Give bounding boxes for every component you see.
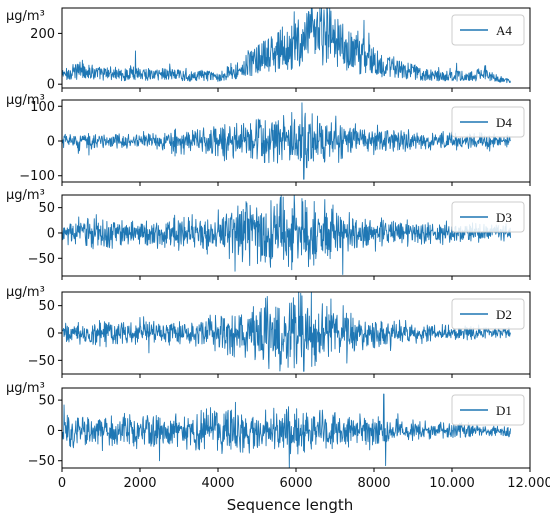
legend-label: A4 <box>496 23 512 38</box>
y-tick-label: 0 <box>47 424 55 439</box>
x-tick-label: 0 <box>58 476 66 491</box>
legend-label: D1 <box>496 403 512 418</box>
panel-2: 100 0 −100 μg/m³ D4 <box>6 93 531 186</box>
panel-5: 500−500 2000 4000 6000 8000 10.000 12.000μg/m³… <box>6 381 550 514</box>
x-tick-label: 10.000 <box>429 476 475 491</box>
y-tick-label: 0 <box>47 327 55 342</box>
panel-3: 50 0 −50 μg/m³ D3 <box>6 188 531 280</box>
legend-label: D4 <box>496 115 512 130</box>
y-unit-label: μg/m³ <box>6 9 45 24</box>
y-tick-label: −100 <box>19 169 55 184</box>
legend: D4 <box>451 106 525 138</box>
y-unit-label: μg/m³ <box>6 188 45 203</box>
y-tick-label: 0 <box>47 226 55 241</box>
x-axis-label: Sequence length <box>227 496 354 514</box>
legend: D1 <box>451 394 525 426</box>
panel-4: 50 0 −50 μg/m³ D2 <box>6 285 531 378</box>
y-tick-label: 200 <box>30 27 55 42</box>
x-tick-label: 2000 <box>123 476 156 491</box>
legend: D3 <box>451 201 525 233</box>
y-tick-label: −50 <box>28 252 55 267</box>
series-line-D2 <box>61 292 511 372</box>
series-line-D4 <box>61 102 511 180</box>
panel-1: 0 200 μg/m³ A4 <box>6 7 531 93</box>
y-unit-label: μg/m³ <box>6 381 45 396</box>
y-tick-label: 0 <box>47 135 55 150</box>
y-tick-label: 0 <box>47 78 55 93</box>
legend-label: D2 <box>496 307 512 322</box>
y-tick-label: 50 <box>38 394 55 409</box>
series-line-D1 <box>61 393 511 468</box>
x-tick-label: 12.000 <box>507 476 550 491</box>
y-unit-label: μg/m³ <box>6 285 45 300</box>
legend-label: D3 <box>496 210 512 225</box>
x-tick-label: 6000 <box>279 476 312 491</box>
series-line-A4 <box>61 7 511 84</box>
x-tick-label: 4000 <box>201 476 234 491</box>
series-line-D3 <box>61 195 511 275</box>
x-tick-label: 8000 <box>357 476 390 491</box>
legend: D2 <box>451 298 525 330</box>
y-tick-label: 100 <box>30 100 55 115</box>
y-tick-label: 50 <box>38 201 55 216</box>
y-tick-label: −50 <box>28 454 55 469</box>
legend: A4 <box>451 14 525 46</box>
y-tick-label: 50 <box>38 299 55 314</box>
y-unit-label: μg/m³ <box>6 93 45 108</box>
y-tick-label: −50 <box>28 354 55 369</box>
